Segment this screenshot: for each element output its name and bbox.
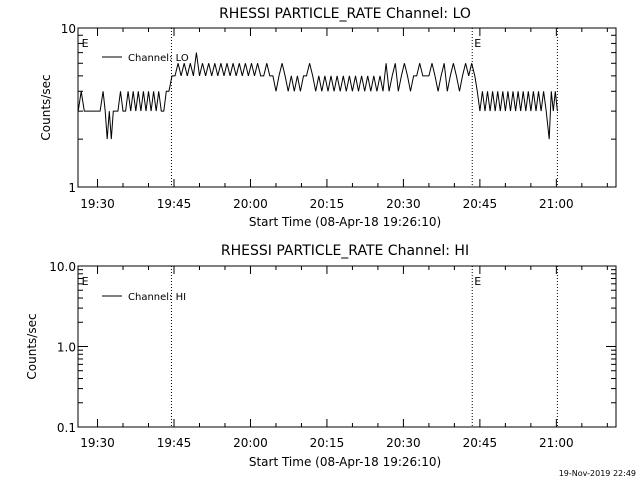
x-tick-label: 20:30 [386, 197, 421, 211]
y-tick-label: 1.0 [57, 341, 76, 355]
y-axis-label: Counts/sec [39, 74, 53, 140]
x-axis-label: Start Time (08-Apr-18 19:26:10) [249, 455, 441, 469]
event-marker: E [82, 37, 89, 50]
event-marker: E [474, 275, 481, 288]
x-tick-label: 21:00 [539, 197, 574, 211]
x-tick-label: 20:15 [310, 197, 345, 211]
plot-frame [77, 27, 617, 188]
chart-title: RHESSI PARTICLE_RATE Channel: LO [219, 6, 471, 22]
y-tick-label: 1 [68, 181, 76, 195]
y-axis-label: Counts/sec [25, 313, 39, 379]
x-tick-label: 20:00 [233, 197, 268, 211]
x-tick-label: 19:30 [80, 197, 115, 211]
x-tick-label: 20:45 [463, 436, 498, 450]
series-line [77, 52, 558, 140]
x-tick-label: 20:45 [463, 197, 498, 211]
panel-hi: RHESSI PARTICLE_RATE Channel: HI 19:30 19:… [25, 243, 617, 469]
panel-lo: RHESSI PARTICLE_RATE Channel: LO 19:30 19:… [39, 6, 617, 229]
legend-label: Channel: LO [128, 53, 189, 64]
y-tick-label: 0.1 [57, 421, 76, 435]
x-tick-label: 19:45 [157, 197, 192, 211]
x-tick-label: 20:30 [386, 436, 421, 450]
x-tick-label: 20:15 [310, 436, 345, 450]
event-marker: E [82, 275, 89, 288]
x-tick-label: 19:45 [157, 436, 192, 450]
chart-title: RHESSI PARTICLE_RATE Channel: HI [221, 243, 469, 259]
event-marker: E [474, 37, 481, 50]
plot-frame [77, 265, 617, 428]
legend-label: Channel: HI [128, 292, 186, 303]
footer-timestamp: 19-Nov-2019 22:49 [559, 469, 636, 478]
y-tick-label: 10.0 [49, 260, 76, 274]
y-tick-label: 10 [61, 22, 76, 36]
x-tick-label: 21:00 [539, 436, 574, 450]
x-axis-label: Start Time (08-Apr-18 19:26:10) [249, 215, 441, 229]
x-tick-label: 19:30 [80, 436, 115, 450]
x-tick-label: 20:00 [233, 436, 268, 450]
